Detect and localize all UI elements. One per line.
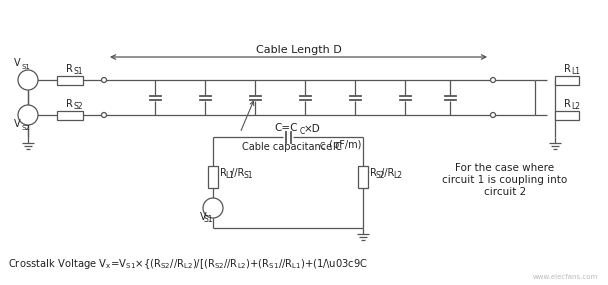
Text: R: R <box>220 168 227 178</box>
Text: R: R <box>66 64 72 74</box>
Text: //R: //R <box>231 168 244 178</box>
Text: R: R <box>564 99 570 109</box>
Bar <box>358 166 368 188</box>
Circle shape <box>491 78 496 82</box>
Circle shape <box>491 113 496 117</box>
Text: For the case where
circuit 1 is coupling into
circuit 2: For the case where circuit 1 is coupling… <box>443 163 568 197</box>
Text: V: V <box>15 58 21 68</box>
Text: S2: S2 <box>375 170 384 180</box>
Text: L2: L2 <box>571 102 580 111</box>
Text: C: C <box>320 142 325 151</box>
Text: R: R <box>66 99 72 109</box>
Text: //R: //R <box>381 168 395 178</box>
Text: www.elecfans.com: www.elecfans.com <box>533 274 598 280</box>
Text: L1: L1 <box>571 67 580 76</box>
Text: S1: S1 <box>204 215 213 224</box>
Text: (pF/m): (pF/m) <box>326 140 361 150</box>
Text: Cable Length D: Cable Length D <box>255 45 341 55</box>
Circle shape <box>18 70 38 90</box>
Bar <box>555 76 579 84</box>
Text: V: V <box>15 119 21 129</box>
Text: S1: S1 <box>21 64 30 70</box>
Text: R: R <box>370 168 377 178</box>
Circle shape <box>18 105 38 125</box>
Circle shape <box>203 198 223 218</box>
Text: S2: S2 <box>73 102 83 111</box>
Bar <box>57 76 83 84</box>
Text: C: C <box>300 127 305 136</box>
Circle shape <box>102 113 106 117</box>
Text: C=C: C=C <box>274 123 298 133</box>
Text: L1: L1 <box>225 170 234 180</box>
Circle shape <box>102 78 106 82</box>
Text: S1: S1 <box>73 67 83 76</box>
Text: L2: L2 <box>393 170 402 180</box>
Bar <box>555 111 579 119</box>
Text: R: R <box>564 64 570 74</box>
Bar <box>208 166 218 188</box>
Text: Cable capacitance C: Cable capacitance C <box>242 142 342 152</box>
Text: Crosstalk Voltage V$_\mathregular{x}$=V$_\mathregular{S1}$$\times${(R$_\mathregu: Crosstalk Voltage V$_\mathregular{x}$=V$… <box>8 257 368 271</box>
Text: S2: S2 <box>21 125 30 131</box>
Text: ×D: ×D <box>304 124 321 134</box>
Bar <box>57 111 83 119</box>
Text: S1: S1 <box>243 170 252 180</box>
Text: V: V <box>200 212 207 222</box>
